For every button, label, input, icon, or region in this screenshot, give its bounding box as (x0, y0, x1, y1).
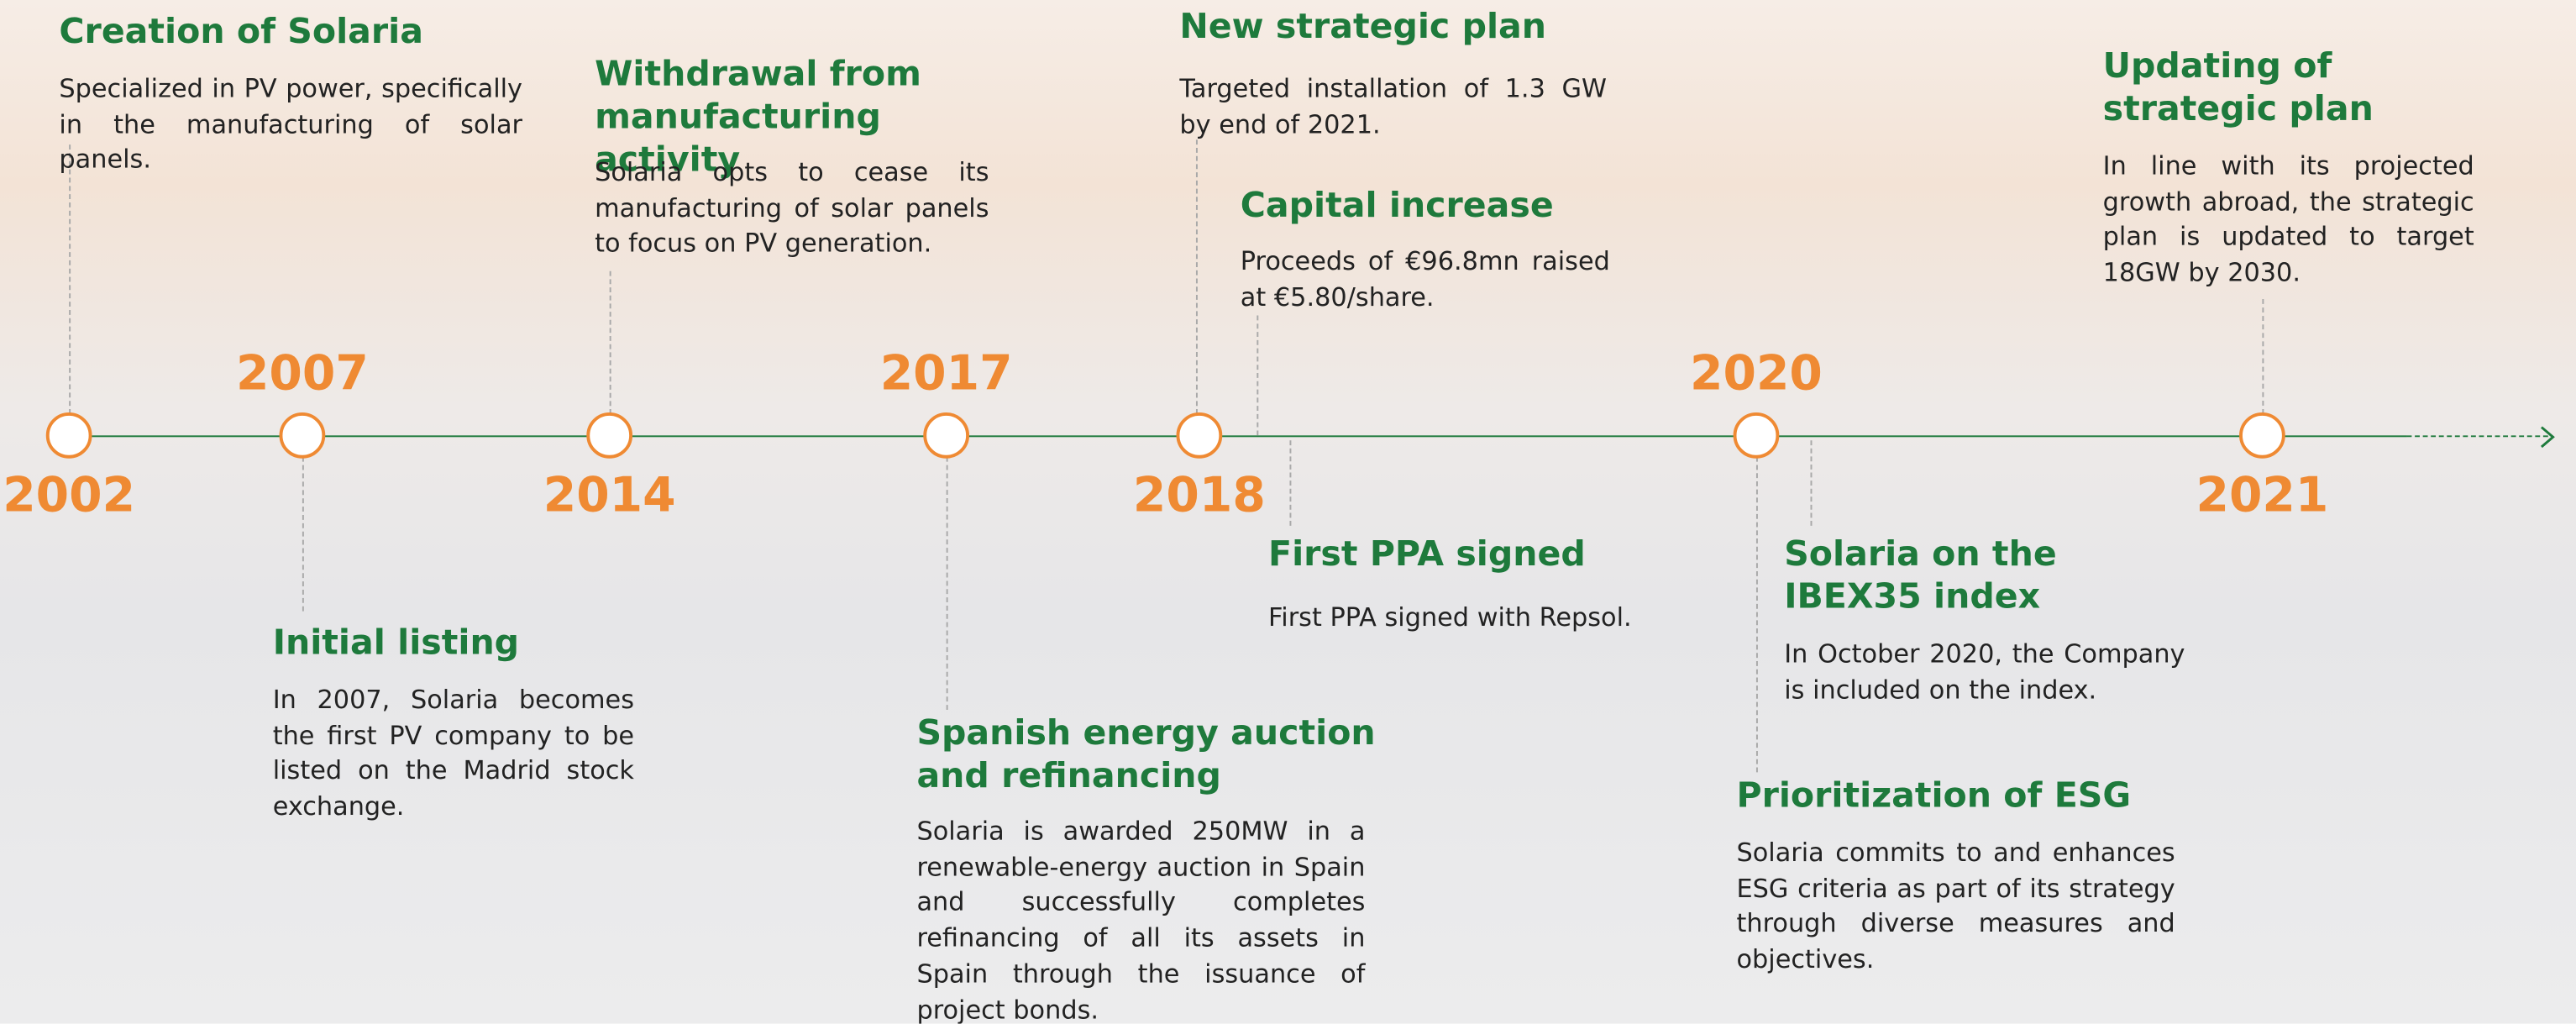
event-text: First PPA signed with Repsol. (1268, 602, 1632, 633)
connector (69, 144, 71, 414)
year-label: 2020 (1690, 344, 1823, 402)
connector (1289, 440, 1292, 526)
connector (1810, 440, 1813, 526)
event-text: In 2007, Solaria becomes the first PV co… (272, 685, 635, 822)
event-title: Solaria on the IBEX35 index (1784, 533, 2057, 617)
event-title: Prioritization of ESG (1736, 775, 2132, 816)
event-text: Solaria commits to and enhances ESG crit… (1736, 838, 2175, 975)
event-text: Proceeds of €96.8mn raised at €5.80/shar… (1240, 246, 1610, 312)
event-title: New strategic plan (1179, 6, 1547, 46)
year-label: 2014 (543, 466, 676, 523)
connector (2262, 298, 2264, 414)
year-label: 2021 (2196, 466, 2329, 523)
event-title: Capital increase (1240, 186, 1554, 225)
milestone-dot (279, 412, 326, 459)
connector (302, 456, 304, 612)
event-text: In October 2020, the Company is included… (1784, 638, 2185, 705)
event-title: Initial listing (272, 622, 520, 663)
milestone-dot (923, 412, 970, 459)
milestone-dot (2239, 412, 2285, 459)
event-title: Spanish energy auction and refinancing (916, 712, 1376, 796)
year-label: 2018 (1132, 466, 1266, 523)
event-title: Withdrawal from manufacturing activity (595, 54, 921, 180)
event-title: Creation of Solaria (59, 11, 423, 51)
year-label: 2007 (235, 344, 369, 402)
connector (1257, 315, 1259, 436)
milestone-dot (1733, 412, 1780, 459)
event-text: Targeted installation of 1.3 GW by end o… (1179, 74, 1607, 139)
timeline-line (69, 435, 2407, 438)
connector (1755, 456, 1758, 773)
event-title: First PPA signed (1268, 533, 1586, 574)
event-text: Solaria is awarded 250MW in a renewable-… (916, 817, 1366, 1024)
connector (1195, 139, 1198, 414)
year-label: 2002 (3, 466, 136, 523)
milestone-dot (45, 412, 92, 459)
connector (946, 456, 948, 710)
connector (609, 270, 611, 414)
milestone-dot (586, 412, 633, 459)
timeline-extension (2406, 435, 2548, 438)
event-text: Solaria opts to cease its manufacturing … (595, 157, 989, 259)
event-text: In line with its projected growth abroad… (2102, 150, 2474, 288)
milestone-dot (1176, 412, 1223, 459)
year-label: 2017 (879, 344, 1013, 402)
event-title: Updating of strategic plan (2102, 45, 2374, 129)
event-text: Specialized in PV power, specifically in… (59, 74, 523, 176)
arrow (2540, 426, 2555, 449)
